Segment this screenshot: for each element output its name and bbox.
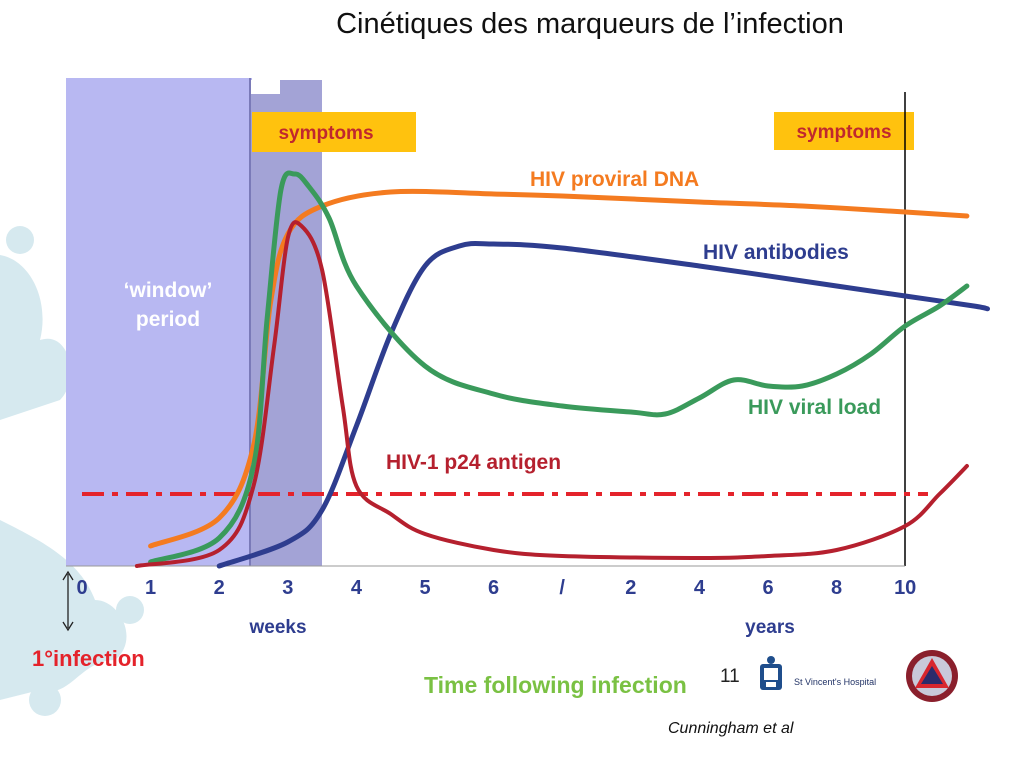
series-label-viral-load: HIV viral load xyxy=(748,396,881,419)
x-tick-label: 4 xyxy=(351,577,363,599)
series-line-p24-antigen xyxy=(134,220,969,568)
x-tick-label: / xyxy=(559,577,565,599)
hospital-crest-icon xyxy=(760,656,782,690)
hospital-name: St Vincent's Hospital xyxy=(794,677,877,687)
series-line-proviral-dna xyxy=(148,188,970,549)
symptoms-box-late xyxy=(774,112,914,150)
acute-phase-region xyxy=(250,80,322,566)
series-label-proviral-dna: HIV proviral DNA xyxy=(530,168,699,191)
x-tick-label: 10 xyxy=(894,577,916,599)
infection-arrow-icon xyxy=(62,570,74,632)
series-label-p24-antigen: HIV-1 p24 antigen xyxy=(386,451,561,474)
x-tick-label: 2 xyxy=(625,577,636,599)
institution-seal-icon xyxy=(906,650,958,702)
virus-decoration-icon xyxy=(0,226,144,716)
window-period-label-line1: ‘window’ xyxy=(124,279,213,302)
window-period-label-line2: period xyxy=(136,308,200,331)
slide-number: 11 xyxy=(720,666,740,687)
series-line-viral-load xyxy=(148,170,970,565)
x-tick-label: 8 xyxy=(831,577,842,599)
x-tick-label: 6 xyxy=(762,577,773,599)
x-tick-labels: 0 1 2 3 4 5 6 / 2 4 6 8 10 xyxy=(76,577,916,599)
x-tick-label: 2 xyxy=(214,577,225,599)
infection-label: 1°infection xyxy=(32,646,145,671)
x-unit-years: years xyxy=(745,617,795,638)
x-tick-label: 3 xyxy=(282,577,293,599)
citation: Cunningham et al xyxy=(668,720,794,737)
series-label-antibodies: HIV antibodies xyxy=(703,241,849,264)
x-tick-label: 1 xyxy=(145,577,156,599)
x-tick-label: 4 xyxy=(694,577,706,599)
symptoms-box-early xyxy=(252,112,416,152)
x-unit-weeks: weeks xyxy=(248,617,306,638)
slide-title: Cinétiques des marqueurs de l’infection xyxy=(336,8,844,40)
symptoms-label-late: symptoms xyxy=(796,122,891,143)
x-tick-label: 5 xyxy=(419,577,430,599)
symptoms-label-early: symptoms xyxy=(278,123,373,144)
series-line-antibodies xyxy=(216,241,990,569)
x-tick-label: 0 xyxy=(76,577,87,599)
window-period-region xyxy=(66,78,252,566)
x-tick-label: 6 xyxy=(488,577,499,599)
x-axis-title: Time following infection xyxy=(424,672,687,698)
